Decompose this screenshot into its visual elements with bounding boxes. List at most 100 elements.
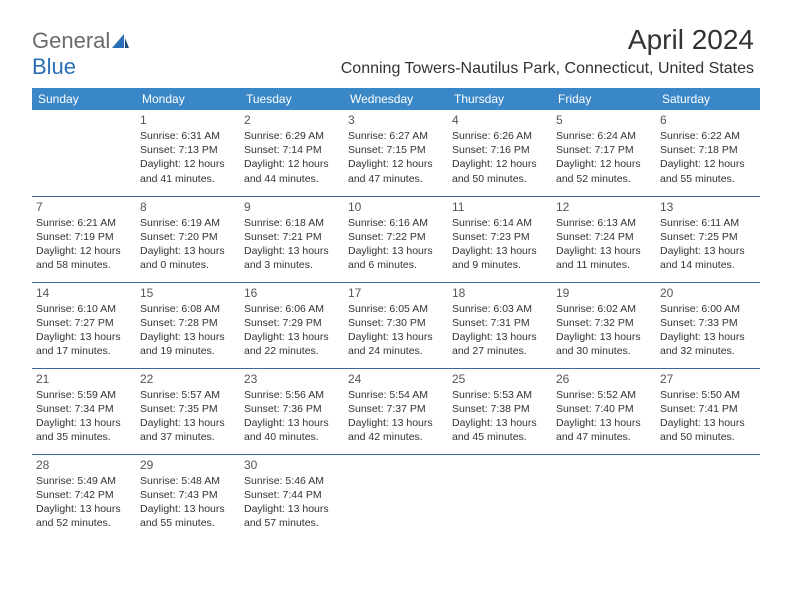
day-number: 1: [140, 113, 236, 127]
daylight-text: Daylight: 13 hours: [660, 330, 756, 344]
daylight-text: and 55 minutes.: [660, 172, 756, 186]
day-number: 7: [36, 200, 132, 214]
sunrise-text: Sunrise: 5:48 AM: [140, 474, 236, 488]
calendar-cell: 18Sunrise: 6:03 AMSunset: 7:31 PMDayligh…: [448, 282, 552, 368]
day-number: 8: [140, 200, 236, 214]
calendar-cell: 21Sunrise: 5:59 AMSunset: 7:34 PMDayligh…: [32, 368, 136, 454]
calendar-cell: 6Sunrise: 6:22 AMSunset: 7:18 PMDaylight…: [656, 110, 760, 196]
sunset-text: Sunset: 7:27 PM: [36, 316, 132, 330]
calendar-cell: 22Sunrise: 5:57 AMSunset: 7:35 PMDayligh…: [136, 368, 240, 454]
calendar-cell: [656, 454, 760, 540]
sunset-text: Sunset: 7:24 PM: [556, 230, 652, 244]
day-info: Sunrise: 6:11 AMSunset: 7:25 PMDaylight:…: [660, 216, 756, 273]
page-title: April 2024: [628, 24, 754, 56]
daylight-text: and 40 minutes.: [244, 430, 340, 444]
sunset-text: Sunset: 7:42 PM: [36, 488, 132, 502]
weekday-header: Tuesday: [240, 88, 344, 110]
calendar-table: Sunday Monday Tuesday Wednesday Thursday…: [32, 88, 760, 540]
daylight-text: and 0 minutes.: [140, 258, 236, 272]
daylight-text: Daylight: 13 hours: [244, 502, 340, 516]
sunset-text: Sunset: 7:44 PM: [244, 488, 340, 502]
daylight-text: and 27 minutes.: [452, 344, 548, 358]
day-number: 26: [556, 372, 652, 386]
day-info: Sunrise: 6:08 AMSunset: 7:28 PMDaylight:…: [140, 302, 236, 359]
sunset-text: Sunset: 7:40 PM: [556, 402, 652, 416]
daylight-text: and 17 minutes.: [36, 344, 132, 358]
day-number: 6: [660, 113, 756, 127]
sunrise-text: Sunrise: 6:05 AM: [348, 302, 444, 316]
calendar-cell: 17Sunrise: 6:05 AMSunset: 7:30 PMDayligh…: [344, 282, 448, 368]
day-number: 24: [348, 372, 444, 386]
calendar-cell: 28Sunrise: 5:49 AMSunset: 7:42 PMDayligh…: [32, 454, 136, 540]
day-info: Sunrise: 6:16 AMSunset: 7:22 PMDaylight:…: [348, 216, 444, 273]
sunrise-text: Sunrise: 5:54 AM: [348, 388, 444, 402]
sunset-text: Sunset: 7:30 PM: [348, 316, 444, 330]
sunrise-text: Sunrise: 5:52 AM: [556, 388, 652, 402]
calendar-cell: 14 Sunrise: 6:10 AMSunset: 7:27 PMDayligh…: [32, 282, 136, 368]
day-info: Sunrise: 6:27 AMSunset: 7:15 PMDaylight:…: [348, 129, 444, 186]
sunrise-text: Sunrise: 6:18 AM: [244, 216, 340, 230]
day-number: 18: [452, 286, 548, 300]
daylight-text: Daylight: 13 hours: [556, 416, 652, 430]
sunrise-text: Sunrise: 6:10 AM: [36, 302, 132, 316]
sunset-text: Sunset: 7:25 PM: [660, 230, 756, 244]
calendar-cell: 13Sunrise: 6:11 AMSunset: 7:25 PMDayligh…: [656, 196, 760, 282]
day-number: 27: [660, 372, 756, 386]
calendar-cell: 8Sunrise: 6:19 AMSunset: 7:20 PMDaylight…: [136, 196, 240, 282]
daylight-text: and 47 minutes.: [348, 172, 444, 186]
daylight-text: and 45 minutes.: [452, 430, 548, 444]
daylight-text: Daylight: 13 hours: [660, 416, 756, 430]
daylight-text: Daylight: 13 hours: [36, 416, 132, 430]
daylight-text: Daylight: 13 hours: [244, 330, 340, 344]
day-info: Sunrise: 6:05 AMSunset: 7:30 PMDaylight:…: [348, 302, 444, 359]
daylight-text: Daylight: 12 hours: [348, 157, 444, 171]
daylight-text: and 44 minutes.: [244, 172, 340, 186]
day-info: Sunrise: 5:54 AMSunset: 7:37 PMDaylight:…: [348, 388, 444, 445]
daylight-text: Daylight: 13 hours: [36, 330, 132, 344]
daylight-text: and 35 minutes.: [36, 430, 132, 444]
daylight-text: Daylight: 12 hours: [244, 157, 340, 171]
daylight-text: Daylight: 13 hours: [452, 244, 548, 258]
day-number: 9: [244, 200, 340, 214]
daylight-text: and 41 minutes.: [140, 172, 236, 186]
weekday-header: Wednesday: [344, 88, 448, 110]
sunset-text: Sunset: 7:37 PM: [348, 402, 444, 416]
day-info: Sunrise: 6:29 AMSunset: 7:14 PMDaylight:…: [244, 129, 340, 186]
calendar-cell: 26 Sunrise: 5:52 AMSunset: 7:40 PMDayligh…: [552, 368, 656, 454]
day-info: Sunrise: 6:14 AMSunset: 7:23 PMDaylight:…: [452, 216, 548, 273]
day-number: 14: [36, 286, 132, 300]
sunset-text: Sunset: 7:14 PM: [244, 143, 340, 157]
daylight-text: Daylight: 13 hours: [660, 244, 756, 258]
day-info: Sunrise: 6:31 AMSunset: 7:13 PMDaylight:…: [140, 129, 236, 186]
day-info: Sunrise: 6:21 AMSunset: 7:19 PMDaylight:…: [36, 216, 132, 273]
sunrise-text: Sunrise: 6:00 AM: [660, 302, 756, 316]
day-info: Sunrise: 5:50 AMSunset: 7:41 PMDaylight:…: [660, 388, 756, 445]
calendar-cell: 9Sunrise: 6:18 AMSunset: 7:21 PMDaylight…: [240, 196, 344, 282]
calendar-cell: 4Sunrise: 6:26 AMSunset: 7:16 PMDaylight…: [448, 110, 552, 196]
sunrise-text: Sunrise: 6:24 AM: [556, 129, 652, 143]
day-number: 16: [244, 286, 340, 300]
weekday-header: Monday: [136, 88, 240, 110]
calendar-cell: 25Sunrise: 5:53 AMSunset: 7:38 PMDayligh…: [448, 368, 552, 454]
sunrise-text: Sunrise: 6:26 AM: [452, 129, 548, 143]
calendar-cell: 5Sunrise: 6:24 AMSunset: 7:17 PMDaylight…: [552, 110, 656, 196]
daylight-text: and 50 minutes.: [452, 172, 548, 186]
logo: General Blue: [32, 28, 130, 80]
weekday-header: Thursday: [448, 88, 552, 110]
sunrise-text: Sunrise: 6:13 AM: [556, 216, 652, 230]
calendar-row: 28Sunrise: 5:49 AMSunset: 7:42 PMDayligh…: [32, 454, 760, 540]
sunset-text: Sunset: 7:16 PM: [452, 143, 548, 157]
daylight-text: Daylight: 13 hours: [244, 244, 340, 258]
calendar-cell: 10Sunrise: 6:16 AMSunset: 7:22 PMDayligh…: [344, 196, 448, 282]
sunrise-text: Sunrise: 5:57 AM: [140, 388, 236, 402]
weekday-header-row: Sunday Monday Tuesday Wednesday Thursday…: [32, 88, 760, 110]
day-info: Sunrise: 6:10 AMSunset: 7:27 PMDaylight:…: [36, 302, 132, 359]
sunset-text: Sunset: 7:18 PM: [660, 143, 756, 157]
day-number: 22: [140, 372, 236, 386]
day-number: 25: [452, 372, 548, 386]
sunrise-text: Sunrise: 5:53 AM: [452, 388, 548, 402]
calendar-cell: 30Sunrise: 5:46 AMSunset: 7:44 PMDayligh…: [240, 454, 344, 540]
sunrise-text: Sunrise: 5:59 AM: [36, 388, 132, 402]
sunset-text: Sunset: 7:17 PM: [556, 143, 652, 157]
sunset-text: Sunset: 7:36 PM: [244, 402, 340, 416]
